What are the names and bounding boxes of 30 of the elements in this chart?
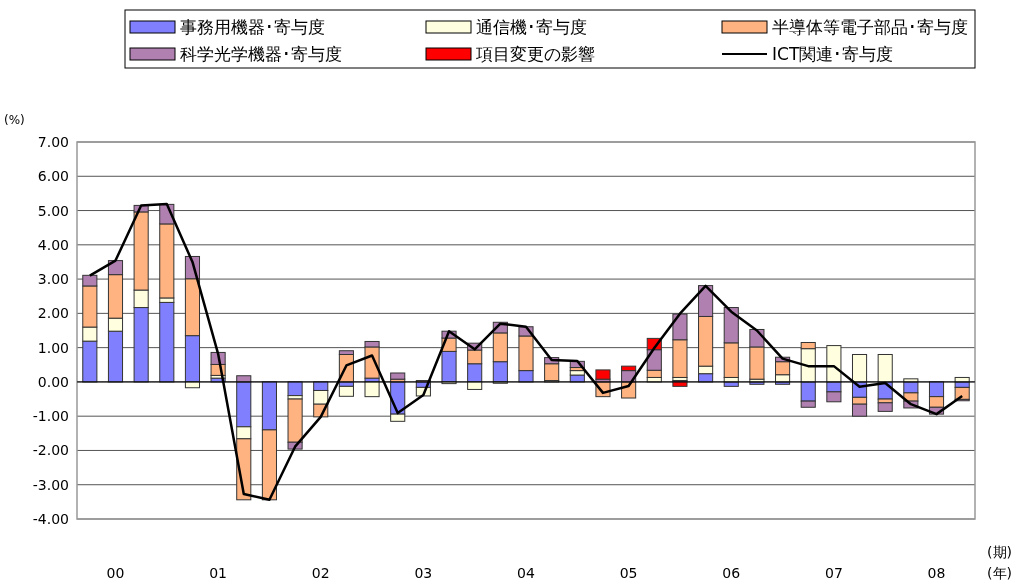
y-tick-label: 0.00: [37, 373, 69, 390]
legend-label: 項目変更の影響: [475, 44, 595, 64]
x-tick-label: 08: [927, 565, 946, 581]
x-tick-label: 03: [414, 565, 433, 581]
y-tick-label: -3.00: [32, 476, 69, 493]
y-tick-label: -1.00: [32, 408, 69, 425]
y-tick-label: 5.00: [37, 202, 69, 219]
y-tick-label: 3.00: [37, 271, 69, 288]
y-tick-label: 6.00: [37, 168, 69, 185]
legend-label: ICT関連･寄与度: [772, 44, 894, 64]
x-tick-label: 04: [517, 565, 535, 581]
y-tick-label: 4.00: [37, 236, 69, 253]
x-tick-label: 01: [209, 565, 228, 581]
y-tick-label: 2.00: [37, 305, 69, 322]
x-tick-label: 07: [824, 565, 843, 581]
x-tick-label: 05: [619, 565, 638, 581]
x-tick-label: 00: [106, 565, 125, 581]
text: (期): [987, 544, 1012, 560]
legend-label: 通信機･寄与度: [476, 17, 587, 37]
y-axis-title: (%): [4, 113, 25, 127]
legend-label: 事務用機器･寄与度: [180, 17, 325, 37]
y-tick-label: 1.00: [37, 339, 69, 356]
y-tick-label: -4.00: [32, 511, 69, 527]
y-tick-label: 7.00: [37, 134, 69, 150]
y-tick-label: -2.00: [32, 442, 69, 459]
x-tick-label: 02: [311, 565, 330, 581]
legend-label: 科学光学機器･寄与度: [180, 44, 342, 64]
x-axis-title: (年): [987, 565, 1012, 581]
x-tick-label: 06: [722, 565, 741, 581]
legend-label: 半導体等電子部品･寄与度: [772, 17, 968, 37]
